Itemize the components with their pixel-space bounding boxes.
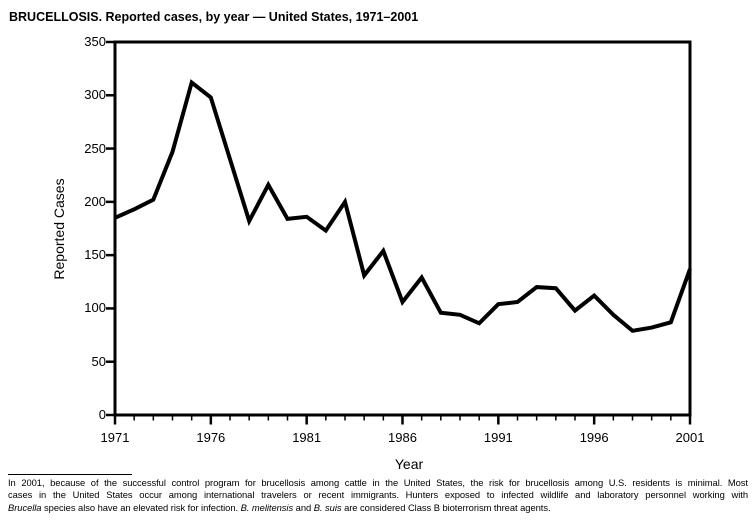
y-tick-label: 50 [91, 353, 106, 369]
footnote-text: species also have an elevated risk for i… [41, 501, 241, 513]
footnote-line: In 2001, because of the successful contr… [8, 477, 748, 489]
y-tick-label: 300 [84, 87, 106, 103]
footnote-text: and [293, 501, 314, 513]
footnote-line: cases in the United States occur among i… [8, 489, 748, 501]
footnote-separator [8, 474, 132, 475]
x-tick-label: 2001 [675, 430, 705, 445]
x-tick-label: 1991 [483, 430, 513, 445]
y-tick-label: 350 [84, 34, 106, 49]
footnote-line: Brucella species also have an elevated r… [8, 502, 748, 514]
y-tick-label: 0 [98, 407, 106, 422]
x-tick-label: 1976 [196, 430, 226, 445]
y-tick-label: 200 [84, 193, 106, 209]
x-tick-label: 1996 [579, 430, 609, 445]
x-tick-label: 1986 [388, 430, 417, 445]
y-tick-label: 150 [84, 247, 106, 263]
x-tick-label: 1981 [292, 430, 322, 445]
x-axis-label: Year [394, 456, 424, 472]
reported-cases-line [114, 79, 692, 333]
footnote: In 2001, because of the successful contr… [8, 477, 748, 514]
footnote-text: cases in the United States occur among i… [8, 489, 748, 501]
x-tick-label: 1971 [100, 430, 130, 445]
footnote-text: In 2001, because of the successful contr… [8, 477, 748, 488]
y-axis-label: Reported Cases [51, 178, 67, 280]
plot-border [113, 40, 692, 417]
y-tick-label: 100 [84, 300, 106, 316]
y-tick-label: 250 [84, 140, 106, 156]
plot-area [106, 40, 692, 425]
chart-title: BRUCELLOSIS. Reported cases, by year — U… [9, 10, 419, 24]
footnote-italic-term: Brucella [8, 501, 42, 513]
footnote-italic-term: B. melitensis [240, 501, 294, 513]
footnote-italic-term: B. suis [313, 501, 342, 513]
footnote-text: are considered Class B bioterrorism thre… [341, 501, 551, 513]
